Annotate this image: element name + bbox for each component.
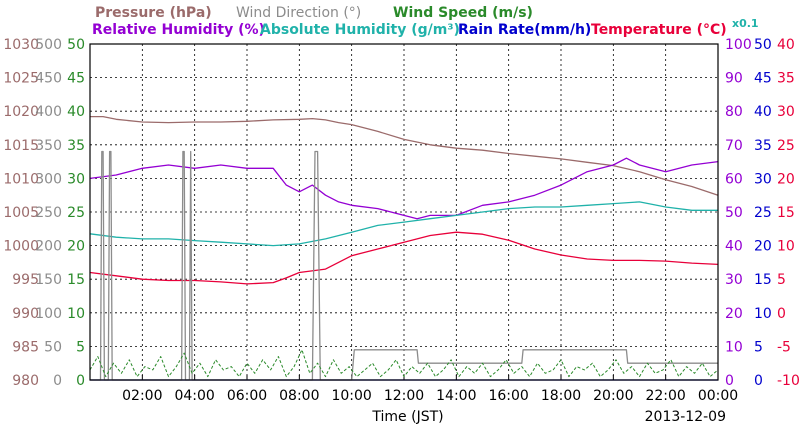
y-tick-label-wind-direction: 400 [35, 104, 62, 120]
x-tick-label: 00:00 [698, 388, 738, 404]
y-tick-label-temperature: 30 [777, 104, 795, 120]
y-tick-label-rain-rate: 0 [754, 373, 763, 389]
y-tick-label-rain-rate: 25 [754, 205, 772, 221]
y-tick-label-pressure: 1020 [3, 104, 39, 120]
y-tick-label-temperature: 15 [777, 205, 795, 221]
series-line-wind-speed-m-s [89, 349, 719, 378]
x-tick-label: 04:00 [174, 388, 214, 404]
y-tick-label-wind-speed: 10 [67, 306, 85, 322]
series-line-absolute-humidity-g-m [89, 201, 718, 247]
y-tick-label-wind-speed: 0 [76, 373, 85, 389]
y-tick-label-wind-speed: 5 [76, 339, 85, 355]
y-tick-label-rain-rate: 40 [754, 104, 772, 120]
legend-wind-speed: Wind Speed (m/s) [393, 5, 533, 21]
legend-rain-multiplier: x0.1 [732, 17, 759, 30]
x-tick-label: 12:00 [384, 388, 424, 404]
legend: Pressure (hPa) Wind Direction (°) Wind S… [92, 5, 759, 38]
y-tick-label-pressure: 1005 [3, 205, 39, 221]
y-tick-label-relative-humidity: 20 [725, 306, 743, 322]
series-line-pressure-hpa [90, 115, 719, 196]
y-tick-label-wind-speed: 20 [67, 239, 85, 255]
legend-absolute-humidity: Absolute Humidity (g/m³) [260, 22, 460, 38]
y-tick-label-temperature: 10 [777, 239, 795, 255]
y-tick-label-rain-rate: 50 [754, 37, 772, 53]
x-tick-label: 08:00 [279, 388, 319, 404]
y-tick-label-wind-speed: 30 [67, 171, 85, 187]
y-tick-label-wind-speed: 45 [67, 71, 85, 87]
y-tick-label-relative-humidity: 70 [725, 138, 743, 154]
x-tick-label: 20:00 [593, 388, 633, 404]
y-tick-label-temperature: -5 [777, 339, 791, 355]
y-tick-label-rain-rate: 5 [754, 339, 763, 355]
x-tick-label: 22:00 [645, 388, 685, 404]
grid [90, 44, 718, 380]
y-tick-label-relative-humidity: 30 [725, 272, 743, 288]
y-tick-label-pressure: 985 [12, 339, 39, 355]
x-tick-label: 10:00 [331, 388, 371, 404]
y-tick-label-pressure: 1025 [3, 71, 39, 87]
y-tick-label-temperature: 20 [777, 171, 795, 187]
plot-frame [89, 43, 719, 381]
legend-rain-rate: Rain Rate(mm/h) [458, 22, 591, 38]
legend-temperature: Temperature (°C) [591, 22, 727, 38]
x-tick-label: 16:00 [488, 388, 528, 404]
y-tick-label-pressure: 1000 [3, 239, 39, 255]
legend-wind-direction: Wind Direction (°) [236, 5, 361, 21]
y-tick-label-relative-humidity: 50 [725, 205, 743, 221]
y-tick-label-relative-humidity: 80 [725, 104, 743, 120]
y-tick-label-rain-rate: 35 [754, 138, 772, 154]
y-tick-label-wind-direction: 200 [35, 239, 62, 255]
y-tick-label-pressure: 980 [12, 373, 39, 389]
y-tick-label-wind-direction: 500 [35, 37, 62, 53]
x-tick-label: 14:00 [436, 388, 476, 404]
y-tick-label-pressure: 1010 [3, 171, 39, 187]
y-tick-label-wind-direction: 350 [35, 138, 62, 154]
y-tick-label-wind-speed: 50 [67, 37, 85, 53]
y-tick-label-wind-direction: 150 [35, 272, 62, 288]
legend-relative-humidity: Relative Humidity (%) [92, 22, 265, 38]
y-tick-label-wind-direction: 250 [35, 205, 62, 221]
legend-pressure: Pressure (hPa) [95, 5, 212, 21]
axes: 02:00 04:00 06:00 08:00 10:00 12:00 14:00 16:00… [3, 37, 800, 404]
y-tick-label-wind-speed: 15 [67, 272, 85, 288]
y-tick-label-temperature: 5 [777, 272, 786, 288]
y-tick-label-wind-direction: 300 [35, 171, 62, 187]
y-tick-label-temperature: 0 [777, 306, 786, 322]
y-tick-label-wind-speed: 25 [67, 205, 85, 221]
x-tick-label: 18:00 [541, 388, 581, 404]
y-tick-label-temperature: 35 [777, 71, 795, 87]
y-tick-label-wind-speed: 40 [67, 104, 85, 120]
y-tick-label-pressure: 1015 [3, 138, 39, 154]
y-tick-label-wind-direction: 0 [53, 373, 62, 389]
y-tick-label-wind-direction: 450 [35, 71, 62, 87]
y-tick-label-pressure: 990 [12, 306, 39, 322]
y-tick-label-pressure: 995 [12, 272, 39, 288]
y-tick-label-temperature: 40 [777, 37, 795, 53]
y-tick-label-relative-humidity: 90 [725, 71, 743, 87]
y-tick-label-pressure: 1030 [3, 37, 39, 53]
y-tick-label-relative-humidity: 10 [725, 339, 743, 355]
x-tick-label: 06:00 [227, 388, 267, 404]
series-line-relative-humidity [89, 157, 719, 220]
y-tick-label-rain-rate: 10 [754, 306, 772, 322]
y-tick-label-relative-humidity: 40 [725, 239, 743, 255]
y-tick-label-wind-speed: 35 [67, 138, 85, 154]
x-tick-label: 02:00 [122, 388, 162, 404]
y-tick-label-rain-rate: 45 [754, 71, 772, 87]
date-label: 2013-12-09 [645, 409, 726, 425]
y-tick-label-wind-direction: 100 [35, 306, 62, 322]
y-tick-label-wind-direction: 50 [44, 339, 62, 355]
y-tick-label-temperature: -10 [777, 373, 800, 389]
y-tick-label-rain-rate: 30 [754, 171, 772, 187]
y-tick-label-rain-rate: 20 [754, 239, 772, 255]
y-tick-label-relative-humidity: 60 [725, 171, 743, 187]
y-tick-label-temperature: 25 [777, 138, 795, 154]
y-tick-label-rain-rate: 15 [754, 272, 772, 288]
y-tick-label-relative-humidity: 0 [725, 373, 734, 389]
y-tick-label-relative-humidity: 100 [725, 37, 752, 53]
x-axis-label: Time (JST) [371, 409, 443, 425]
series-line-temperature-c [89, 231, 719, 285]
